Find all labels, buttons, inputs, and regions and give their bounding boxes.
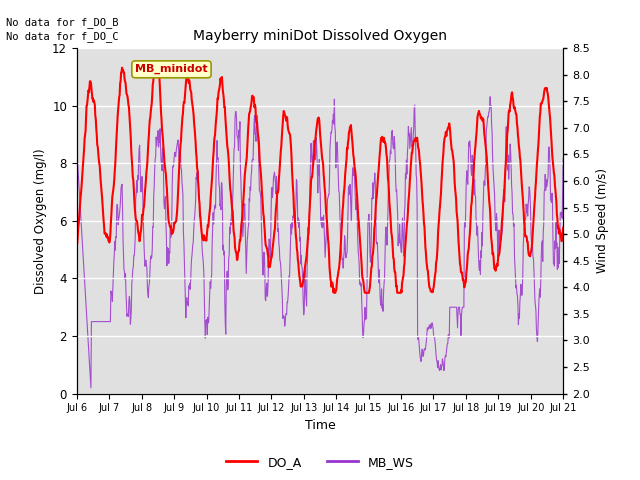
Legend: DO_A, MB_WS: DO_A, MB_WS	[221, 451, 419, 474]
Title: Mayberry miniDot Dissolved Oxygen: Mayberry miniDot Dissolved Oxygen	[193, 29, 447, 43]
Text: No data for f_DO_B: No data for f_DO_B	[6, 17, 119, 28]
Y-axis label: Dissolved Oxygen (mg/l): Dissolved Oxygen (mg/l)	[33, 148, 47, 294]
Y-axis label: Wind Speed (m/s): Wind Speed (m/s)	[596, 168, 609, 273]
Text: No data for f_DO_C: No data for f_DO_C	[6, 31, 119, 42]
Text: MB_minidot: MB_minidot	[135, 64, 208, 74]
X-axis label: Time: Time	[305, 419, 335, 432]
